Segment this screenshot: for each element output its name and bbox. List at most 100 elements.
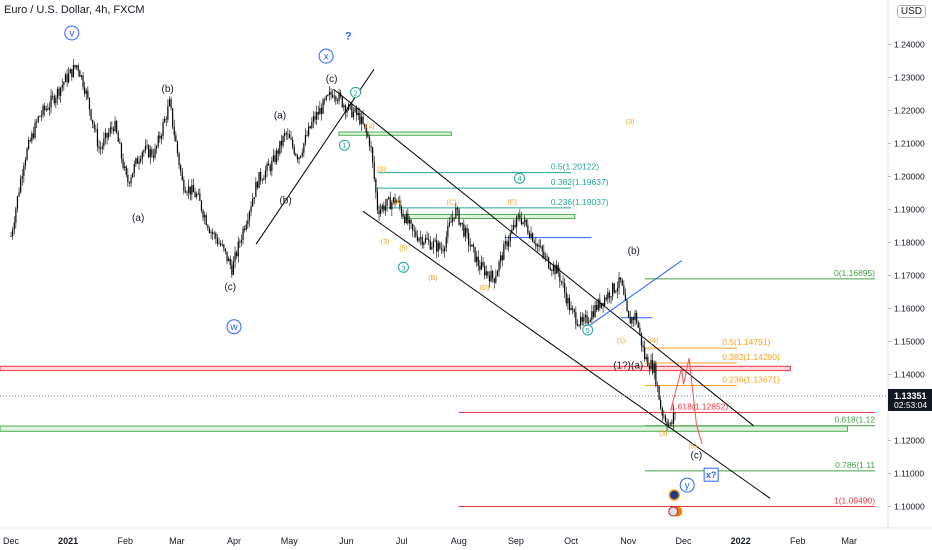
candle-body	[383, 205, 385, 211]
candle-body	[615, 291, 617, 293]
candle-body	[290, 138, 292, 140]
candle-body	[543, 251, 545, 257]
candle-body	[164, 118, 166, 123]
candle-body	[112, 128, 115, 132]
candle-body	[591, 311, 593, 320]
candle-body	[466, 228, 468, 233]
currency-badge[interactable]: USD	[896, 5, 926, 18]
candle-body	[13, 222, 15, 230]
candle-body	[464, 228, 467, 237]
wave-label: 2	[353, 88, 357, 97]
candle-body	[620, 277, 622, 280]
candle-body	[296, 155, 299, 160]
candle-body	[224, 248, 227, 252]
candle-body	[151, 149, 153, 156]
candle-body	[485, 271, 487, 276]
wave-label: (c)	[326, 74, 338, 85]
candle-body	[120, 143, 123, 159]
candle-body	[608, 292, 611, 298]
candle-body	[418, 238, 420, 241]
candle-body	[370, 146, 372, 148]
candle-body	[325, 95, 327, 100]
wave-circle	[64, 25, 80, 41]
candle-body	[544, 256, 547, 258]
candle-body	[52, 95, 54, 97]
y-tick-label: 1.21000	[894, 139, 925, 149]
candle-body	[250, 206, 252, 212]
candle-body	[109, 127, 111, 134]
candle-body	[514, 224, 516, 227]
candle-body	[333, 96, 335, 98]
wave-label: 4	[517, 174, 521, 183]
candle-body	[408, 219, 411, 224]
candle-body	[357, 112, 359, 116]
candle-body	[298, 157, 300, 160]
wave-label: 3	[401, 263, 405, 272]
candle-body	[93, 123, 95, 129]
candle-body	[85, 90, 87, 94]
fib-label: 0.786(1.11	[835, 460, 875, 470]
candle-body	[381, 205, 383, 210]
y-tick-label: 1.15000	[894, 337, 925, 347]
candle-body	[178, 153, 180, 166]
wave-circle	[582, 324, 594, 336]
candle-body	[284, 133, 286, 136]
candle-body	[300, 155, 302, 158]
candle-body	[74, 65, 76, 68]
candle-body	[226, 251, 228, 262]
candle-body	[572, 307, 574, 310]
candle-body	[23, 165, 25, 176]
x-tick-label: Oct	[564, 536, 579, 546]
candle-body	[424, 238, 427, 243]
candle-body	[653, 363, 655, 373]
candle-body	[236, 252, 238, 257]
last-price-value: 1.13351	[894, 391, 927, 401]
candle-body	[580, 316, 582, 326]
candle-body	[234, 252, 236, 262]
x-tick-label: Dec	[3, 536, 20, 546]
x-tick-label: Mar	[169, 536, 185, 546]
candle-body	[410, 219, 412, 224]
channel-line	[255, 69, 375, 245]
wave-label: x	[324, 52, 329, 63]
candle-body	[292, 139, 294, 147]
candle-body	[108, 133, 110, 138]
candle-body	[352, 111, 355, 118]
candle-body	[188, 186, 190, 193]
candle-body	[674, 412, 676, 414]
candle-body	[196, 194, 198, 198]
candle-body	[144, 145, 147, 151]
candle-body	[328, 92, 331, 96]
candle-body	[338, 92, 340, 101]
candle-body	[66, 74, 68, 83]
x-tick-label: Nov	[620, 536, 637, 546]
candle-body	[336, 100, 339, 102]
projection-path	[670, 357, 703, 444]
candle-body	[95, 128, 97, 130]
candle-body	[636, 312, 638, 323]
candle-body	[162, 122, 164, 136]
candle-body	[135, 158, 137, 164]
candle-body	[618, 277, 620, 289]
candle-body	[647, 357, 649, 367]
y-tick-label: 1.14000	[894, 370, 925, 380]
candle-body	[207, 225, 209, 229]
wave-label: (1?)(a)	[613, 360, 643, 371]
candle-body	[88, 97, 91, 110]
candle-body	[24, 159, 27, 166]
candle-body	[106, 132, 108, 138]
candle-body	[471, 244, 473, 247]
fib-label: 1(1.09490)	[834, 496, 875, 506]
candle-body	[468, 232, 470, 246]
candle-body	[669, 422, 671, 424]
candle-body	[541, 246, 543, 252]
candle-body	[61, 84, 63, 88]
candle-body	[216, 238, 219, 244]
candle-body	[671, 422, 673, 424]
candle-body	[660, 399, 662, 409]
candle-body	[404, 216, 406, 223]
candle-body	[111, 127, 113, 129]
candle-body	[589, 319, 591, 322]
candle-body	[576, 323, 579, 326]
